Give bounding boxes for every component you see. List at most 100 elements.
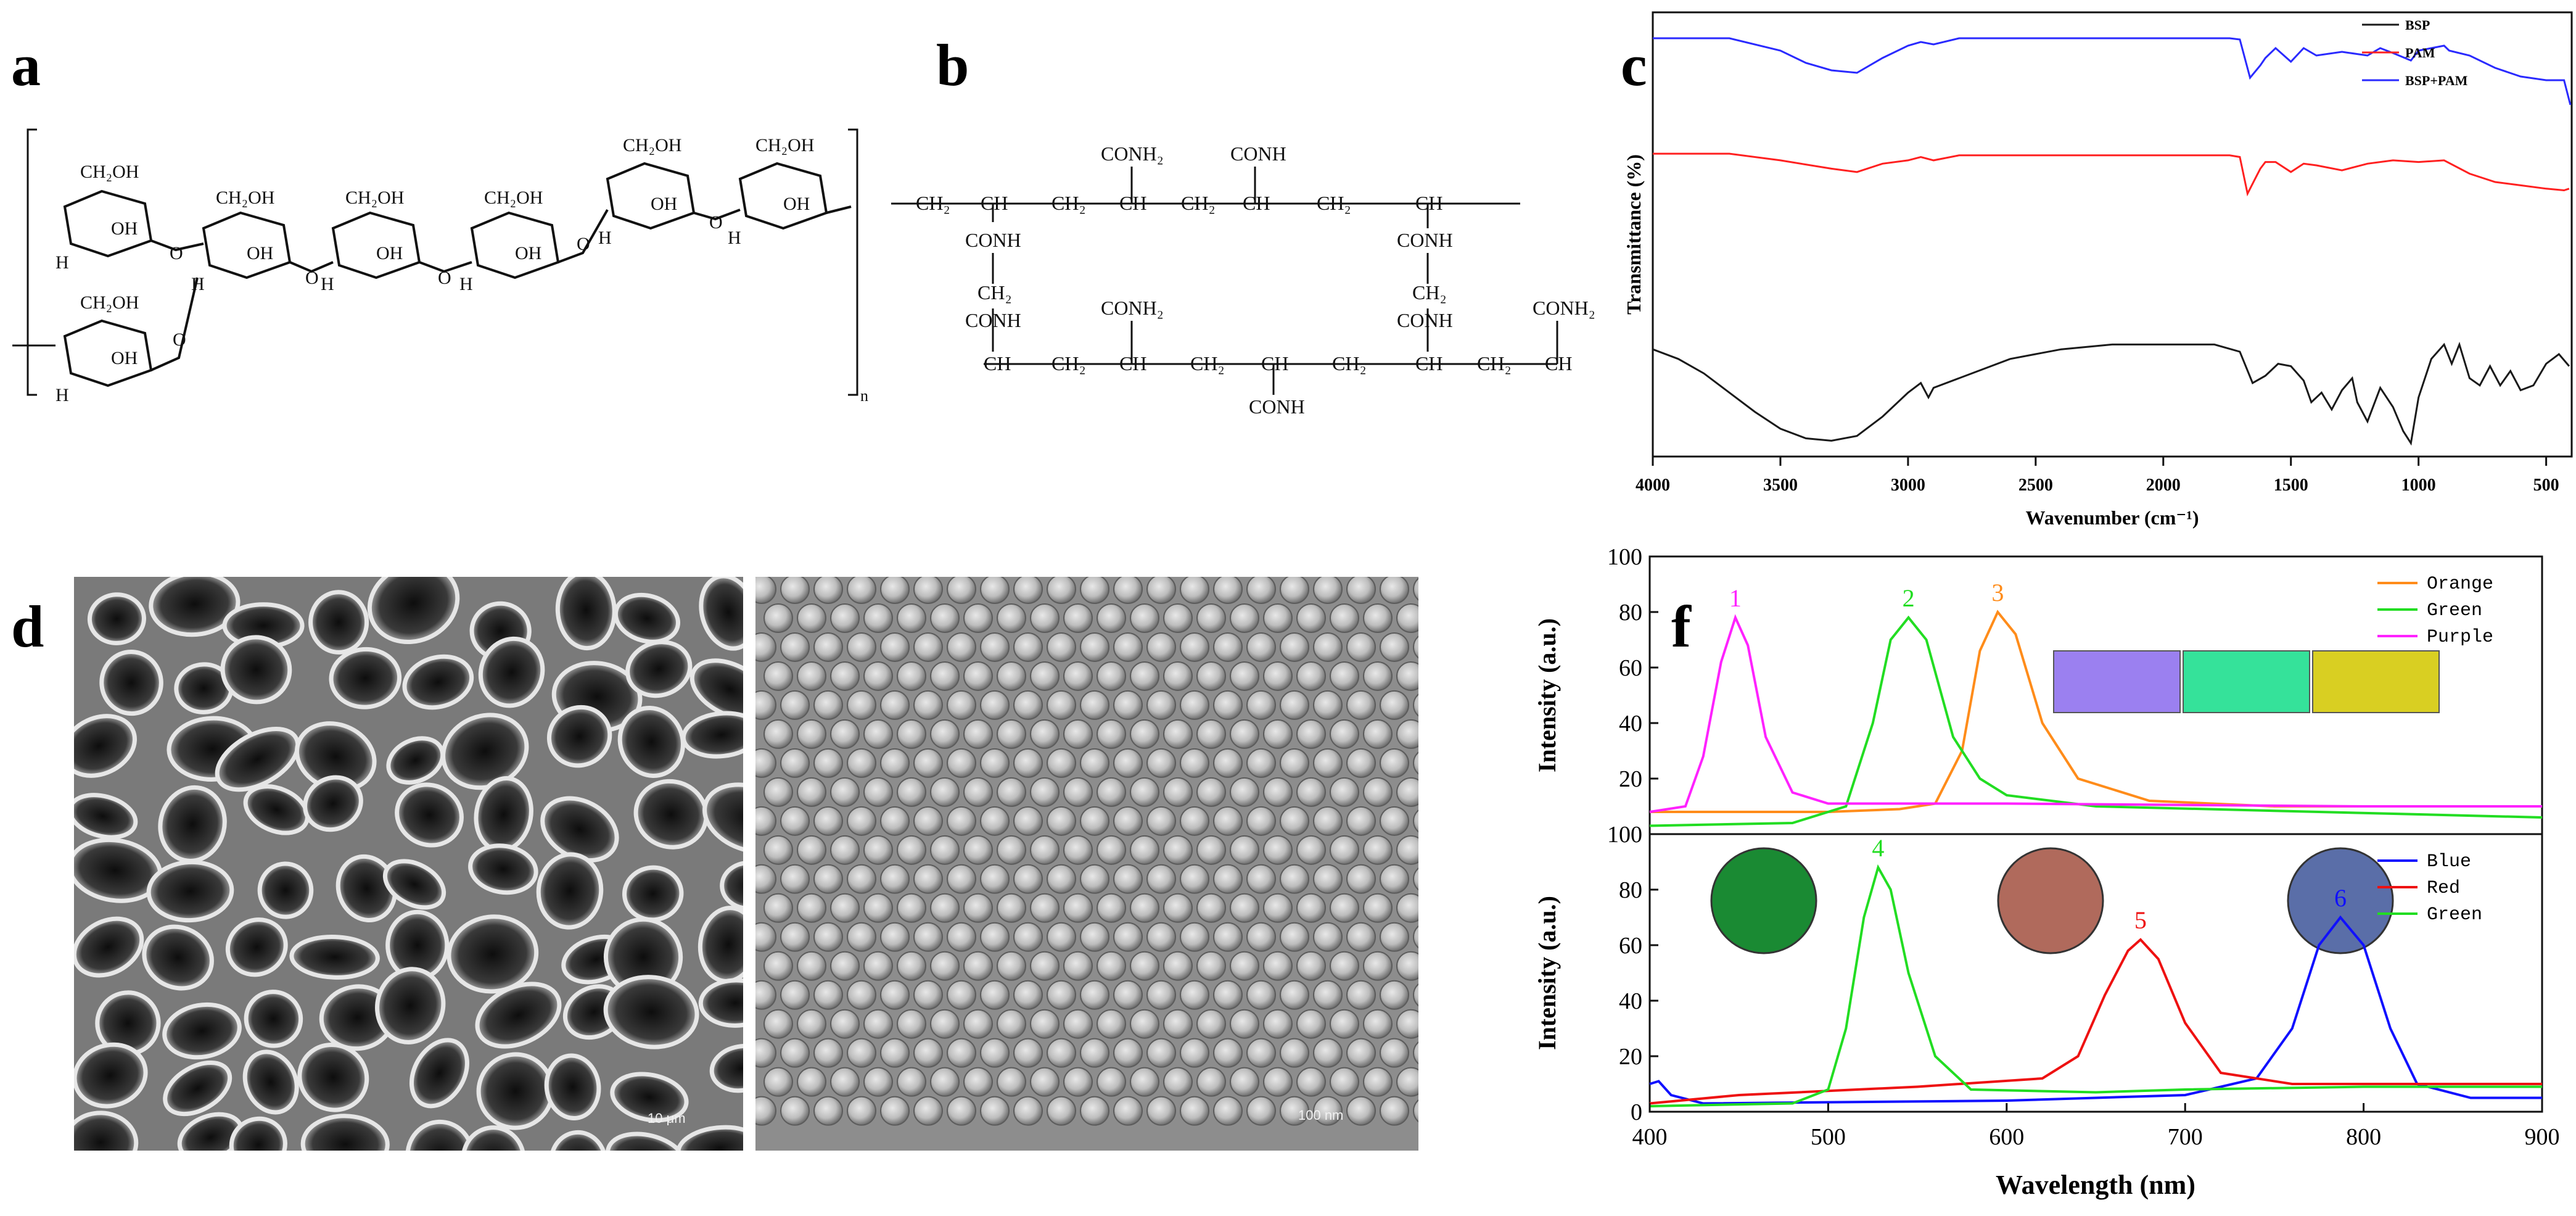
sphere	[1180, 690, 1209, 720]
sphere	[1097, 719, 1126, 749]
sphere	[1180, 577, 1209, 604]
sphere	[763, 661, 793, 691]
sphere	[1346, 1096, 1376, 1126]
svg-text:H: H	[598, 228, 612, 248]
svg-text:CONH: CONH	[1230, 143, 1286, 165]
sphere	[947, 690, 976, 720]
svg-text:CONH₂: CONH₂	[1533, 297, 1595, 319]
ftir-x-axis-label: Wavenumber (cm⁻¹)	[2026, 507, 2199, 529]
svg-text:OH: OH	[651, 194, 677, 214]
sphere	[913, 1038, 943, 1068]
pore	[243, 784, 310, 835]
spectra-x-tick-label: 500	[1811, 1124, 1846, 1150]
ftir-y-axis-label: Transmittance (%)	[1623, 154, 1645, 315]
sphere	[755, 577, 776, 604]
sphere	[1413, 809, 1418, 833]
sphere	[897, 951, 926, 981]
ftir-chart: 4000 3500 3000 2500 2000 1500 1000 500 Wavenumb…	[1623, 11, 2573, 529]
sphere	[1213, 1096, 1243, 1126]
svg-text:O: O	[438, 268, 451, 288]
sphere	[1113, 864, 1143, 894]
spectrum-bottom-red	[1649, 938, 2542, 1105]
sphere	[1346, 864, 1376, 894]
sphere	[847, 690, 876, 720]
scale-bar-label-e: 100 nm	[1298, 1107, 1344, 1123]
sphere	[1146, 1038, 1176, 1068]
swatch-purple-film	[2053, 650, 2181, 713]
sphere	[997, 777, 1026, 807]
svg-text:CONH₂: CONH₂	[1101, 143, 1164, 165]
sphere	[947, 806, 976, 836]
sphere	[1380, 577, 1409, 604]
sphere	[1146, 806, 1176, 836]
pore	[409, 1038, 469, 1109]
sphere	[1013, 980, 1043, 1010]
sphere	[1080, 980, 1109, 1010]
sphere	[763, 777, 793, 807]
sphere	[1180, 632, 1209, 662]
sphere	[1396, 893, 1418, 923]
sphere	[1063, 835, 1093, 865]
sphere	[1280, 577, 1309, 604]
sphere	[1263, 951, 1293, 981]
sphere	[880, 577, 910, 604]
sphere	[1413, 925, 1418, 949]
sphere	[813, 632, 843, 662]
sphere	[1313, 690, 1343, 720]
sphere	[1263, 835, 1293, 865]
sphere	[1246, 632, 1276, 662]
sphere	[755, 864, 776, 894]
spectra-y-tick-label: 20	[1619, 1044, 1642, 1070]
svg-text:OH: OH	[376, 243, 403, 263]
pore	[681, 711, 743, 759]
sphere	[1346, 577, 1376, 604]
sphere	[1230, 603, 1259, 633]
pore	[720, 861, 743, 911]
sphere	[1130, 1067, 1159, 1097]
sphere	[1230, 1009, 1259, 1039]
sphere	[1130, 661, 1159, 691]
sphere	[963, 893, 993, 923]
sphere	[1163, 777, 1193, 807]
ftir-series-bsp-pam	[1653, 37, 2572, 105]
sphere	[1263, 603, 1293, 633]
peak-label-5: 5	[2134, 906, 2147, 934]
sphere	[947, 864, 976, 894]
sphere	[1196, 835, 1226, 865]
spectra-y-tick-label: 20	[1619, 766, 1642, 792]
sphere	[1030, 777, 1060, 807]
sphere	[1313, 864, 1343, 894]
sphere	[1080, 748, 1109, 778]
sphere	[780, 806, 810, 836]
sphere	[1413, 693, 1418, 717]
sphere	[997, 893, 1026, 923]
legend-label-green: Green	[2427, 600, 2482, 621]
sphere	[813, 806, 843, 836]
svg-text:CH: CH	[981, 192, 1008, 214]
pore	[257, 861, 314, 919]
spectra-x-tick-label: 400	[1632, 1124, 1668, 1150]
sphere	[880, 922, 910, 952]
pore	[405, 1119, 475, 1151]
sphere	[913, 806, 943, 836]
svg-text:CH: CH	[1545, 352, 1572, 374]
sphere	[1263, 777, 1293, 807]
sphere	[1113, 690, 1143, 720]
sphere	[813, 1096, 843, 1126]
ftir-x-tick-label: 3000	[1891, 476, 1925, 495]
spectra-x-axis-label: Wavelength (nm)	[1996, 1170, 2195, 1200]
sphere	[847, 1038, 876, 1068]
sphere	[763, 951, 793, 981]
sphere	[1280, 748, 1309, 778]
pore	[146, 859, 234, 923]
sphere	[880, 632, 910, 662]
sphere	[897, 1009, 926, 1039]
sphere	[797, 603, 826, 633]
svg-text:CONH₂: CONH₂	[1101, 297, 1164, 319]
pore	[244, 990, 303, 1048]
sphere	[1296, 835, 1326, 865]
sphere	[1146, 922, 1176, 952]
sphere	[1113, 980, 1143, 1010]
sphere	[1047, 1038, 1076, 1068]
sphere	[1180, 864, 1209, 894]
